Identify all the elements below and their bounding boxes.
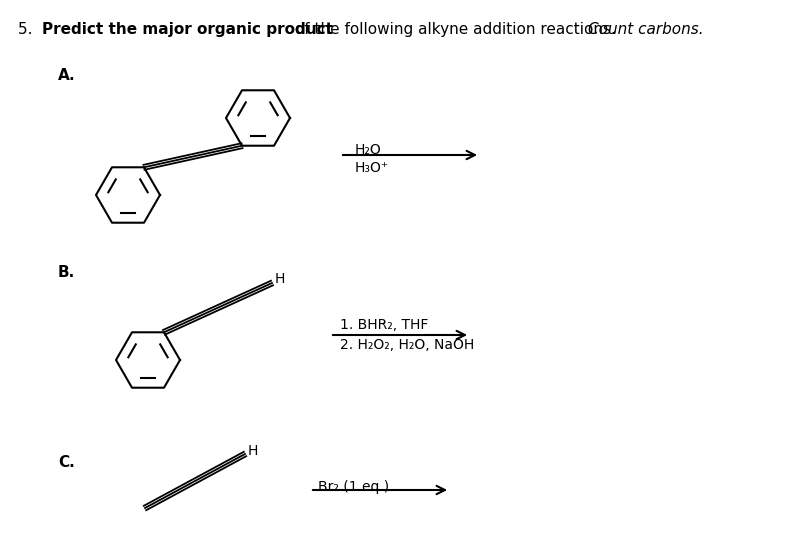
Text: 1. BHR₂, THF: 1. BHR₂, THF (340, 318, 429, 332)
Text: of the following alkyne addition reactions.: of the following alkyne addition reactio… (290, 22, 621, 37)
Text: Br₂ (1 eq.): Br₂ (1 eq.) (318, 480, 389, 494)
Text: B.: B. (58, 265, 75, 280)
Text: Predict the major organic product: Predict the major organic product (42, 22, 333, 37)
Text: H: H (248, 444, 258, 458)
Text: H: H (275, 272, 286, 286)
Text: Count carbons.: Count carbons. (588, 22, 704, 37)
Text: H₂O: H₂O (355, 143, 382, 157)
Text: C.: C. (58, 455, 74, 470)
Text: H₃O⁺: H₃O⁺ (355, 161, 389, 175)
Text: 5.: 5. (18, 22, 42, 37)
Text: A.: A. (58, 68, 75, 83)
Text: 2. H₂O₂, H₂O, NaOH: 2. H₂O₂, H₂O, NaOH (340, 338, 474, 352)
